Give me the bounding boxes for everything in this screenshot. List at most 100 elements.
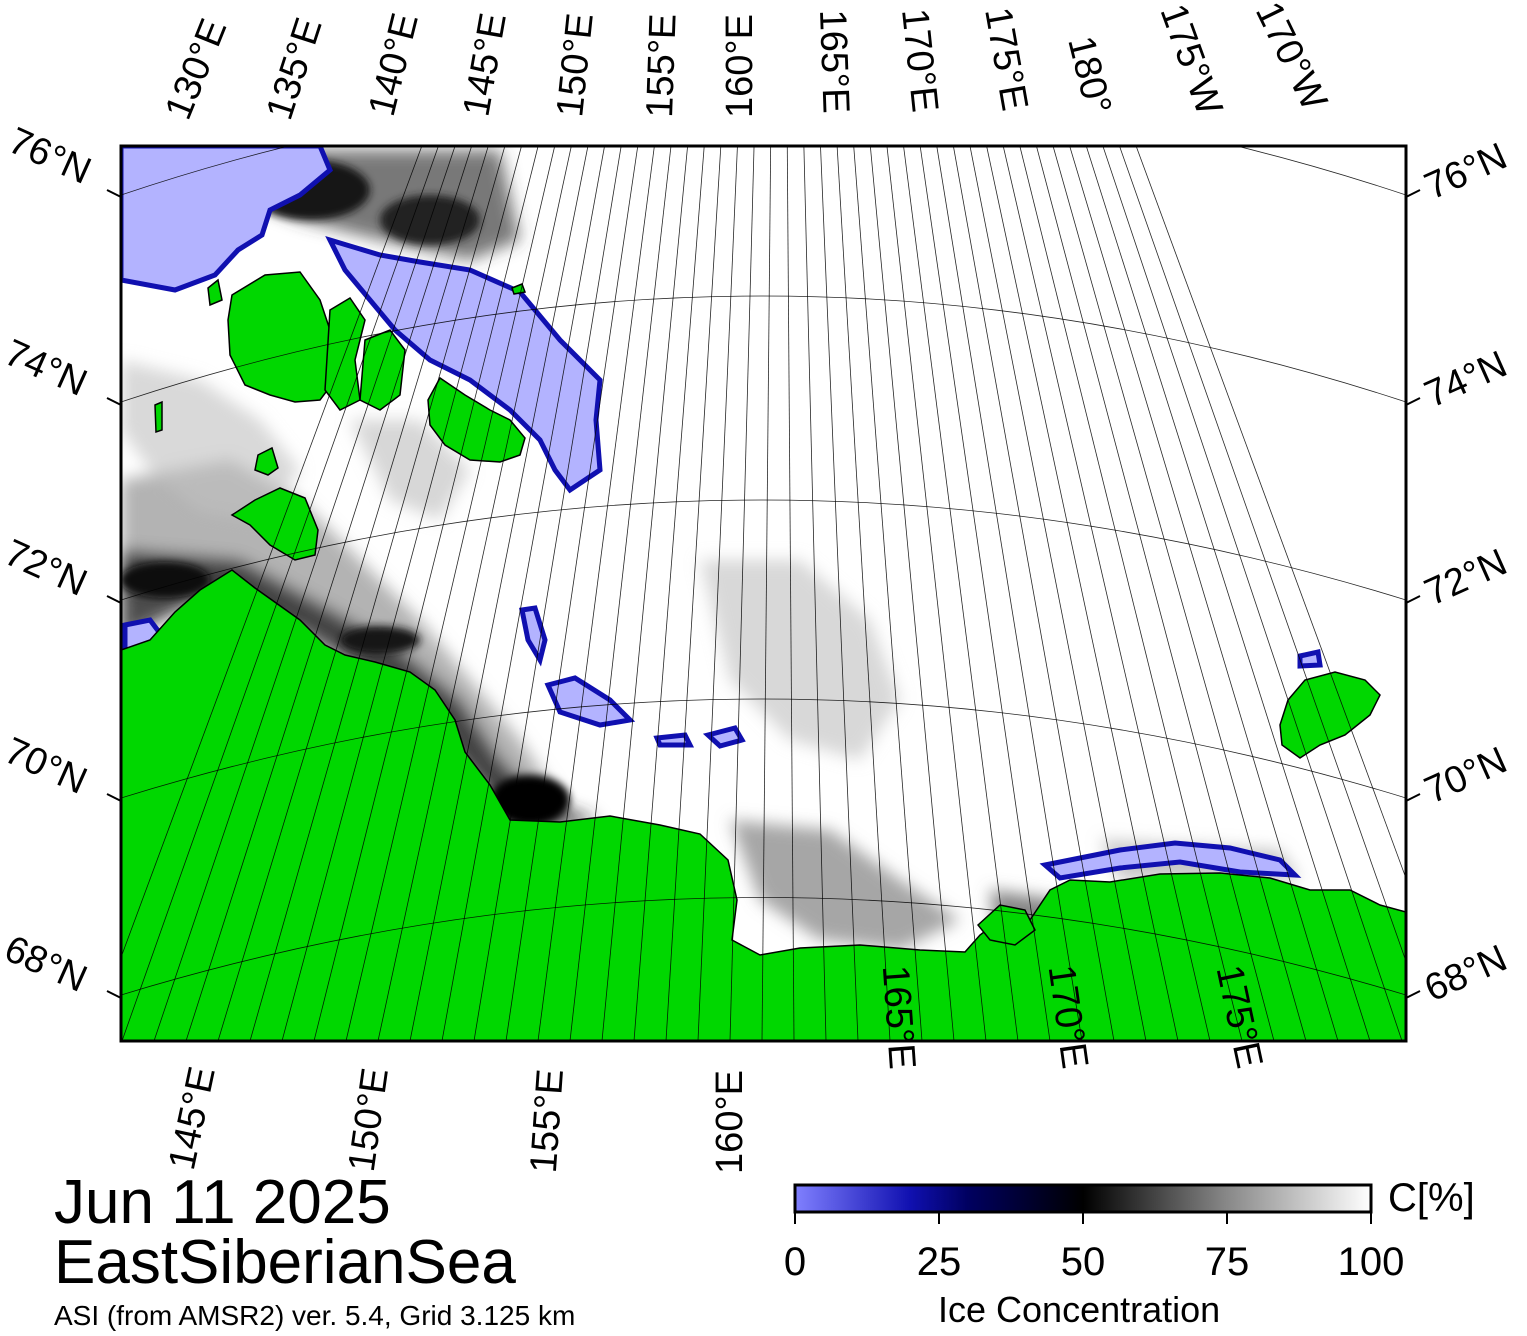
meridian-line xyxy=(761,146,772,1041)
colorbar-gradient xyxy=(793,1183,1373,1214)
left-lat-label: 76°N xyxy=(2,120,97,193)
meridian-line xyxy=(1085,146,1371,1041)
right-lat-label: 68°N xyxy=(1419,937,1514,1010)
top-lon-label: 165°E xyxy=(811,9,857,114)
top-lon-label: 170°E xyxy=(893,7,946,115)
top-lon-label: 180° xyxy=(1059,32,1119,118)
map-frame xyxy=(119,144,1408,1043)
wrangel-island xyxy=(1279,671,1381,759)
meridian-line xyxy=(601,146,689,1041)
meridian-line xyxy=(952,146,1115,1041)
top-lon-label: 160°E xyxy=(719,14,761,118)
colorbar-tick-0: 0 xyxy=(783,1240,807,1284)
parallel-70n xyxy=(121,698,1406,799)
parallel-68n xyxy=(121,897,1406,996)
meridian-line xyxy=(505,146,639,1041)
bottom-lon-label: 150°E xyxy=(341,1065,397,1174)
top-lon-label: 155°E xyxy=(639,13,685,118)
left-latitude-labels: 76°N 74°N 72°N 70°N 68°N xyxy=(0,120,97,1001)
date-title: Jun 11 2025 xyxy=(54,1168,391,1237)
meridian-line xyxy=(836,146,891,1041)
top-lon-label: 150°E xyxy=(549,11,602,119)
meridian-line xyxy=(377,146,572,1041)
left-lat-label: 72°N xyxy=(0,532,93,605)
meridians xyxy=(121,146,1406,1041)
meridian-line xyxy=(473,146,622,1041)
left-lat-label: 70°N xyxy=(0,730,93,803)
meridian-line xyxy=(249,146,506,1041)
meridian-line xyxy=(886,146,987,1041)
meridian-line xyxy=(969,146,1147,1041)
meridian-line xyxy=(1052,146,1307,1041)
meridian-line xyxy=(903,146,1019,1041)
lyakhovsky-small xyxy=(254,446,279,476)
bottom-lon-label: 165°E xyxy=(874,964,923,1071)
meridian-line xyxy=(986,146,1179,1041)
kotelny-island xyxy=(227,271,336,403)
meridian-line xyxy=(441,146,605,1041)
top-lon-label: 130°E xyxy=(157,13,235,125)
top-lon-label: 135°E xyxy=(259,13,331,125)
right-latitude-labels: 76°N 74°N 72°N 70°N 68°N xyxy=(1419,135,1514,1010)
chukotka-bay-land xyxy=(976,904,1036,946)
meridian-line xyxy=(569,146,672,1041)
left-lat-label: 68°N xyxy=(0,928,93,1001)
low-ice-areas xyxy=(121,146,1323,881)
meridian-line xyxy=(729,146,755,1041)
meridian-line xyxy=(313,146,539,1041)
meridian-line xyxy=(853,146,923,1041)
colorbar-tick-100: 100 xyxy=(1337,1240,1405,1284)
meridian-line xyxy=(803,146,827,1041)
meridian-line xyxy=(121,146,423,959)
meridian-line xyxy=(665,146,722,1041)
top-longitude-labels: 130°E 135°E 140°E 145°E 150°E 155°E 160°E 165°E… xyxy=(157,0,1334,125)
colorbar-title: Ice Concentration xyxy=(938,1289,1221,1330)
meridian-line xyxy=(919,146,1051,1041)
small-island-1 xyxy=(207,278,223,307)
source-note: ASI (from AMSR2) ver. 5.4, Grid 3.125 km xyxy=(54,1300,576,1331)
land xyxy=(121,271,1406,1041)
right-lat-label: 76°N xyxy=(1419,135,1514,208)
frame-ticks xyxy=(106,189,1421,999)
meridian-line xyxy=(409,146,589,1041)
colorbar-tick-50: 50 xyxy=(1060,1240,1106,1284)
meridian-line xyxy=(1002,146,1211,1041)
bottom-lon-label: 145°E xyxy=(161,1063,224,1173)
top-lon-label: 175°E xyxy=(976,4,1035,114)
bottom-lon-label: 160°E xyxy=(709,1070,751,1174)
top-lon-label: 140°E xyxy=(361,9,427,120)
right-lat-label: 74°N xyxy=(1419,343,1514,416)
colorbar-tick-25: 25 xyxy=(916,1240,962,1284)
right-lat-label: 72°N xyxy=(1419,541,1514,614)
top-lon-label: 170°W xyxy=(1247,0,1335,117)
meridian-line xyxy=(1069,146,1339,1041)
meridian-line xyxy=(1019,146,1243,1041)
right-lat-label: 70°N xyxy=(1419,739,1514,812)
mainland-siberia xyxy=(121,569,1406,1041)
parallel-74n xyxy=(121,295,1406,403)
meridian-line xyxy=(1119,146,1406,963)
meridian-line xyxy=(345,146,556,1041)
meridian-line xyxy=(869,146,955,1041)
meridian-line xyxy=(697,146,738,1041)
colorbar-unit: C[%] xyxy=(1388,1176,1475,1220)
colorbar xyxy=(793,1183,1373,1224)
meridian-line xyxy=(633,146,705,1041)
region-title: EastSiberianSea xyxy=(54,1228,516,1297)
lyakhovsky-island xyxy=(230,487,319,561)
meridian-line xyxy=(1036,146,1275,1041)
colorbar-tick-75: 75 xyxy=(1204,1240,1250,1284)
meridian-line xyxy=(820,146,859,1041)
bottom-lon-label: 155°E xyxy=(523,1068,572,1175)
meridian-line xyxy=(786,146,795,1041)
meridian-line xyxy=(153,146,456,1041)
meridian-line xyxy=(281,146,522,1041)
meridian-line xyxy=(1102,146,1403,1041)
bennett-island xyxy=(154,400,163,434)
meridian-line xyxy=(217,146,489,1041)
meridian-line xyxy=(185,146,473,1041)
meridian-line xyxy=(121,146,439,1041)
top-lon-label: 145°E xyxy=(456,10,515,120)
